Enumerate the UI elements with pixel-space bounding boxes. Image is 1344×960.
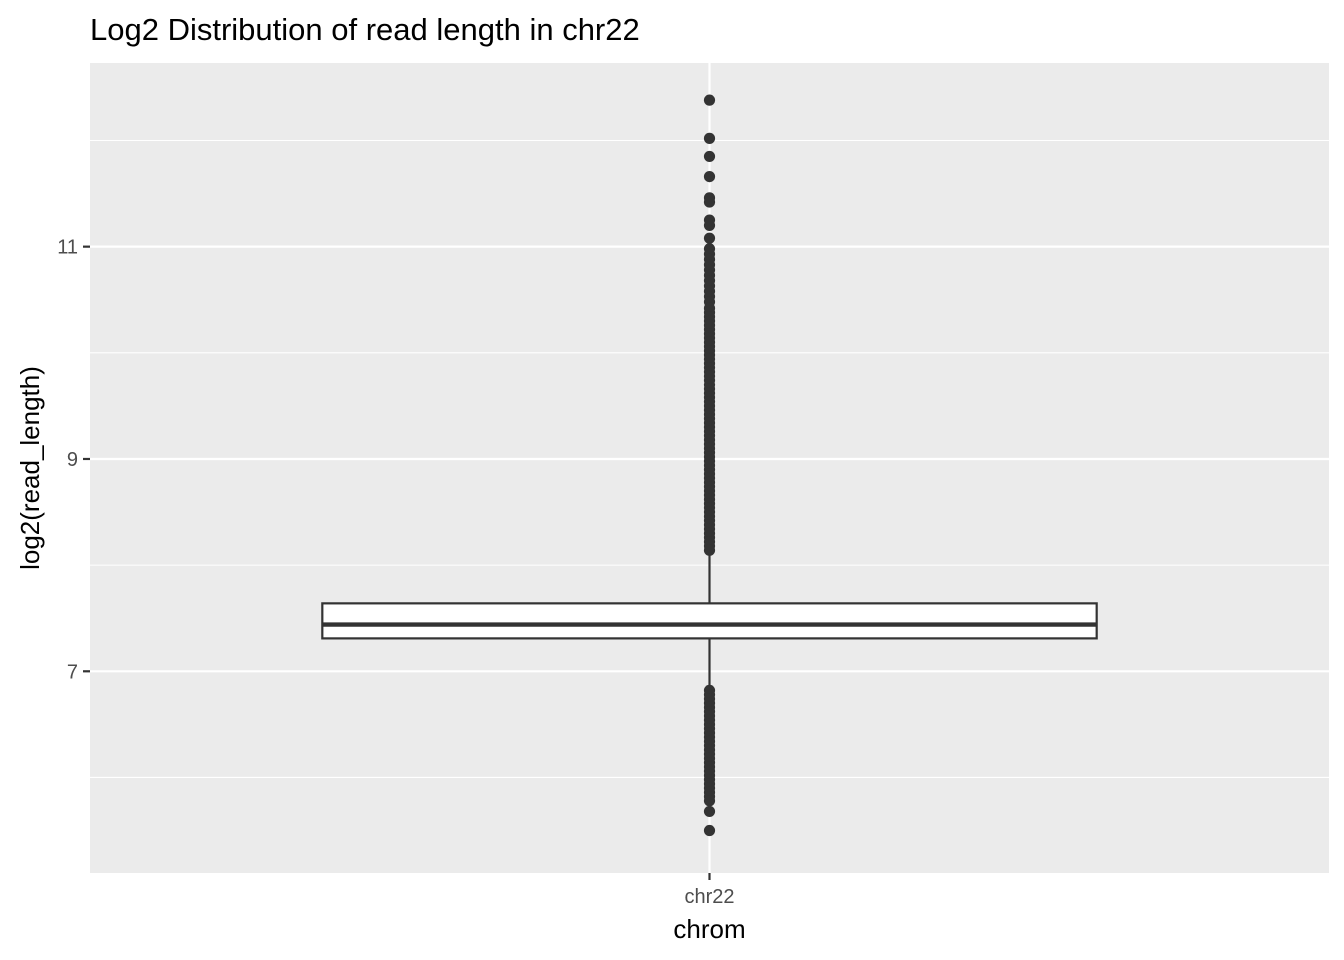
outlier-point [703, 544, 716, 556]
y-tick-label: 9 [67, 449, 78, 471]
outlier-point [703, 132, 716, 144]
boxplot-layer [321, 552, 1098, 688]
outlier-point [703, 795, 716, 807]
outlier-point [703, 232, 716, 244]
outlier-point [703, 219, 716, 232]
outlier-point [703, 805, 716, 818]
chart-title: Log2 Distribution of read length in chr2… [90, 12, 640, 47]
y-tick-label: 7 [67, 661, 78, 683]
y-axis-title: log2(read_length) [15, 366, 45, 570]
x-axis-title: chrom [673, 914, 745, 944]
x-axis: chr22 [684, 873, 735, 908]
y-tick-label: 11 [57, 237, 78, 259]
outlier-point [703, 150, 716, 163]
x-tick-label: chr22 [684, 886, 734, 908]
outlier-points [703, 94, 716, 837]
outlier-point [703, 824, 716, 837]
outlier-point [703, 196, 716, 208]
outlier-point [703, 94, 716, 106]
outlier-point [703, 170, 716, 183]
y-axis: 7 9 11 [57, 237, 90, 683]
iqr-box [321, 602, 1098, 640]
